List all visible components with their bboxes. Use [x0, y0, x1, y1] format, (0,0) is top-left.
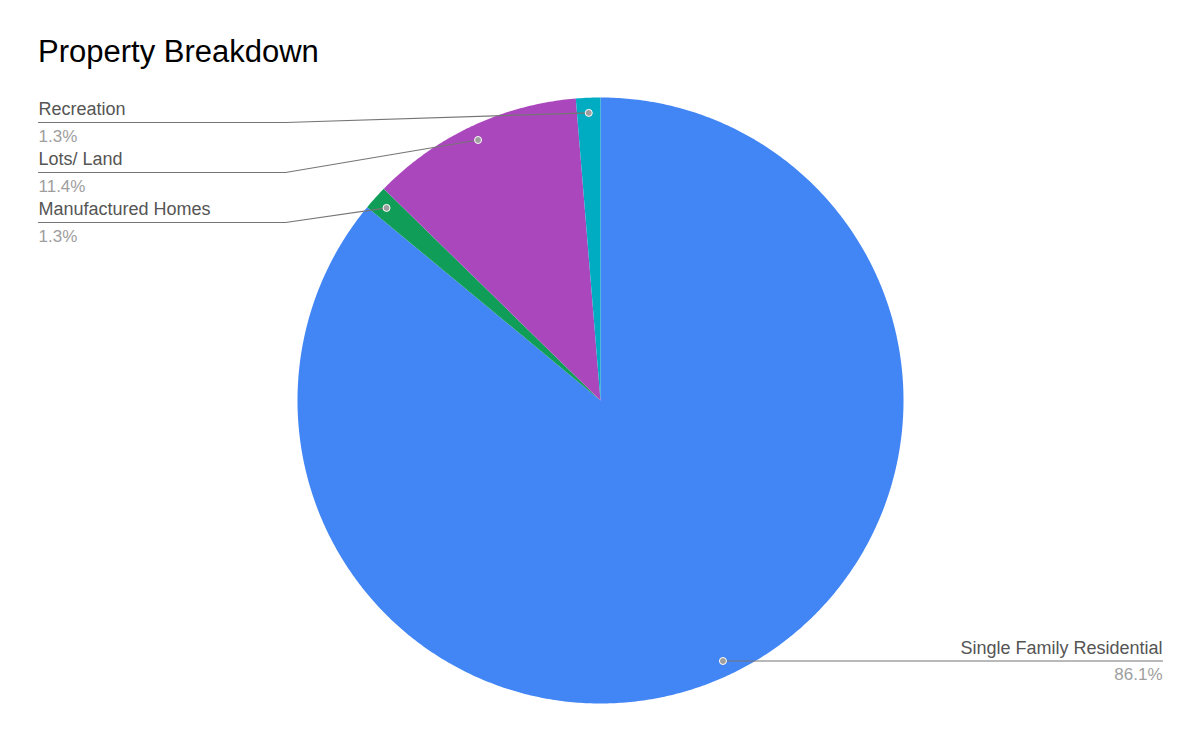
svg-text:1.3%: 1.3%	[39, 227, 78, 246]
svg-text:Lots/ Land: Lots/ Land	[39, 149, 123, 169]
svg-text:Recreation: Recreation	[39, 99, 126, 119]
svg-text:86.1%: 86.1%	[1114, 665, 1162, 684]
svg-text:11.4%: 11.4%	[39, 177, 86, 196]
svg-text:Single Family Residential: Single Family Residential	[960, 638, 1162, 658]
html-text:Property Breakdown: Property Breakdown	[38, 34, 319, 69]
svg-text:Manufactured Homes: Manufactured Homes	[39, 199, 211, 219]
svg-text:1.3%: 1.3%	[39, 127, 78, 146]
